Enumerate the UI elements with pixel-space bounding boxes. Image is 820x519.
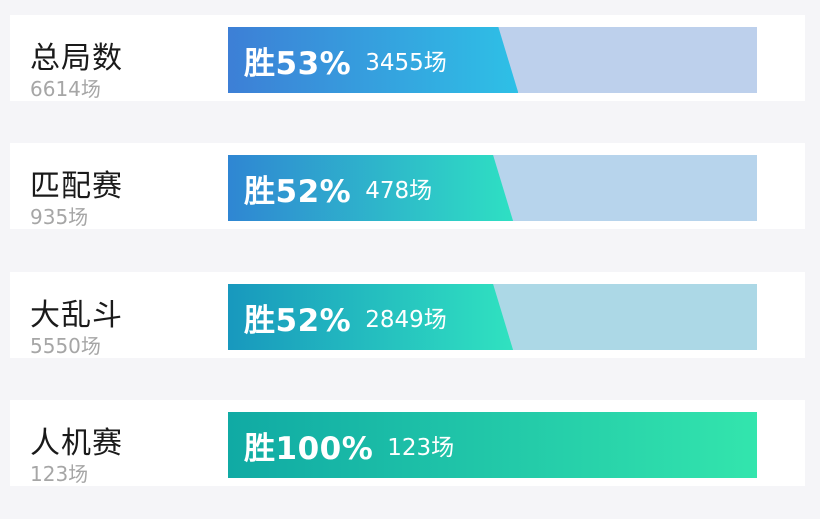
mode-name: 总局数 <box>30 41 123 76</box>
win-rate-bar-fill <box>228 412 757 478</box>
win-rate-bar-fill <box>228 155 514 221</box>
win-rate-value: 胜100% <box>244 430 374 467</box>
mode-total-games: 123场 <box>30 462 89 486</box>
win-rate-bar: 胜53% 3455场 <box>228 27 757 93</box>
win-rate-bar-text: 胜53% 3455场 <box>244 27 447 93</box>
mode-name: 人机赛 <box>30 426 123 461</box>
stat-row-matchmaking[interactable]: 匹配赛 935场 胜52% 478场 <box>10 143 805 229</box>
stat-row-vs-ai[interactable]: 人机赛 123场 胜100% 123场 <box>10 400 805 486</box>
win-rate-bar-fill <box>228 27 519 93</box>
win-rate-bar: 胜52% 2849场 <box>228 284 757 350</box>
win-count: 123场 <box>387 435 455 461</box>
win-rate-bar: 胜100% 123场 <box>228 412 757 478</box>
win-rate-value: 胜52% <box>244 173 352 210</box>
win-rate-value: 胜53% <box>244 45 352 82</box>
win-rate-bar-text: 胜52% 2849场 <box>244 284 447 350</box>
stat-row-total[interactable]: 总局数 6614场 胜53% 3455场 <box>10 15 805 101</box>
win-rate-bar-text: 胜100% 123场 <box>244 412 454 478</box>
win-rate-value: 胜52% <box>244 302 352 339</box>
mode-total-games: 935场 <box>30 205 89 229</box>
stat-row-brawl[interactable]: 大乱斗 5550场 胜52% 2849场 <box>10 272 805 358</box>
win-count: 3455场 <box>365 50 447 76</box>
win-count: 2849场 <box>365 307 447 333</box>
win-rate-bar-fill <box>228 284 514 350</box>
mode-name: 匹配赛 <box>30 169 123 204</box>
win-count: 478场 <box>365 178 433 204</box>
win-rate-bar: 胜52% 478场 <box>228 155 757 221</box>
mode-name: 大乱斗 <box>30 298 123 333</box>
mode-total-games: 6614场 <box>30 77 101 101</box>
mode-total-games: 5550场 <box>30 334 101 358</box>
win-rate-bar-text: 胜52% 478场 <box>244 155 432 221</box>
